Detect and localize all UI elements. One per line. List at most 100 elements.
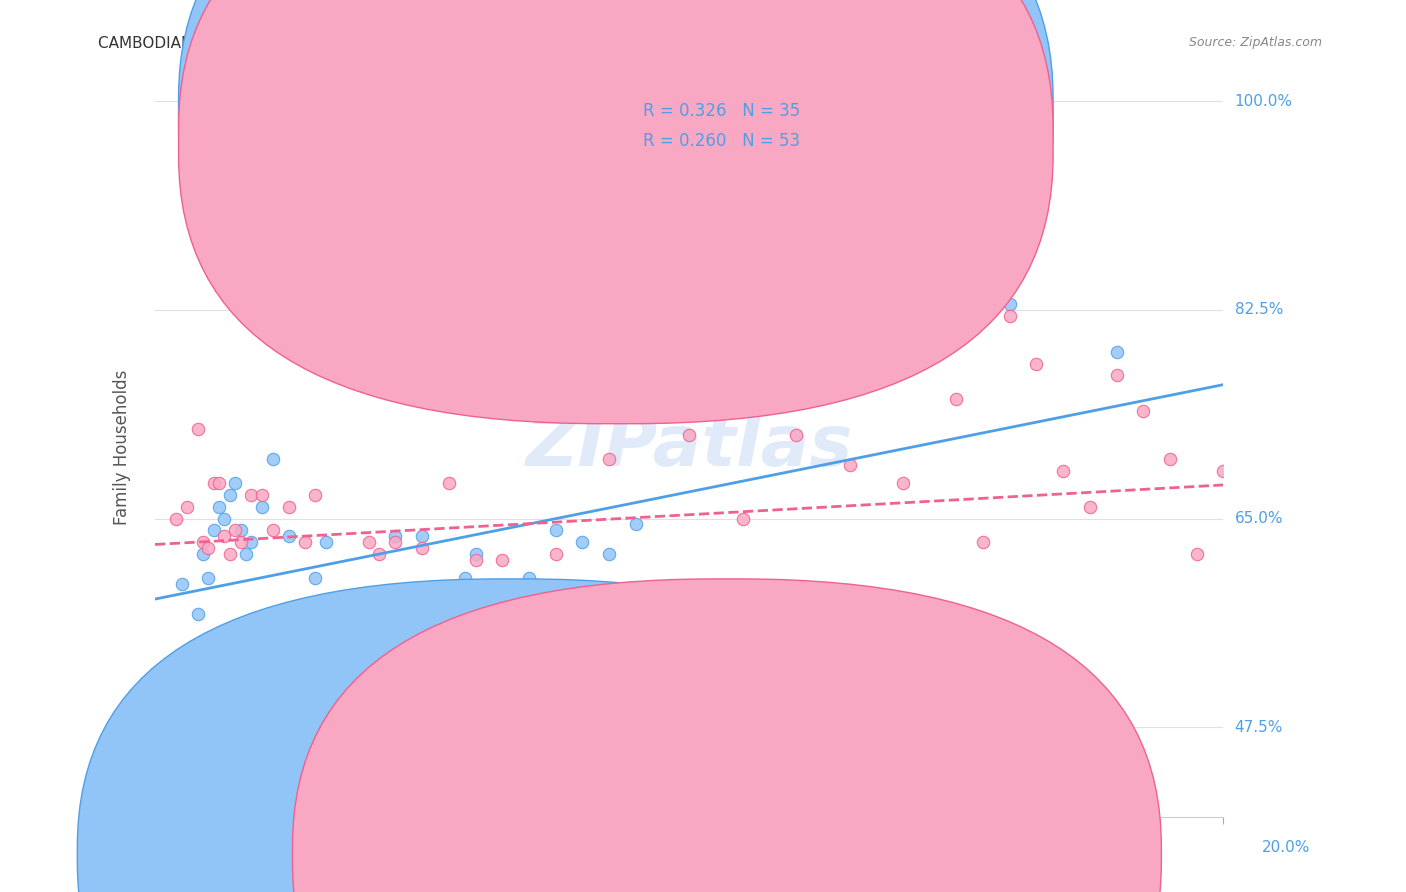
Point <box>517 571 540 585</box>
Point <box>422 720 444 734</box>
Point <box>357 535 380 549</box>
Point <box>464 547 486 561</box>
Point <box>315 619 337 633</box>
Point <box>571 535 593 549</box>
Point <box>1265 696 1288 710</box>
Point <box>1052 464 1074 478</box>
Point <box>384 529 406 543</box>
Point <box>191 547 214 561</box>
Point <box>235 547 257 561</box>
Point <box>202 475 225 490</box>
Point <box>250 488 273 502</box>
Text: 100.0%: 100.0% <box>1234 94 1292 109</box>
Point <box>240 535 263 549</box>
Point <box>454 571 477 585</box>
Point <box>181 786 204 800</box>
Point <box>411 529 433 543</box>
Text: R = 0.326   N = 35: R = 0.326 N = 35 <box>643 103 800 120</box>
Point <box>187 422 209 436</box>
Point <box>214 511 236 525</box>
Point <box>224 524 246 538</box>
Point <box>1078 500 1101 514</box>
Text: Source: ZipAtlas.com: Source: ZipAtlas.com <box>1188 36 1322 49</box>
Text: R = 0.260   N = 53: R = 0.260 N = 53 <box>643 132 800 150</box>
Point <box>571 607 593 621</box>
Point <box>224 475 246 490</box>
Point <box>598 547 620 561</box>
Point <box>401 607 423 621</box>
Point <box>651 655 673 669</box>
Point <box>191 535 214 549</box>
Point <box>347 619 370 633</box>
Text: 47.5%: 47.5% <box>1234 720 1282 735</box>
Point <box>240 488 263 502</box>
Point <box>998 297 1021 311</box>
Point <box>330 595 353 609</box>
Point <box>330 631 353 645</box>
Text: Immigrants from Cabo Verde: Immigrants from Cabo Verde <box>704 845 927 859</box>
Point <box>277 500 299 514</box>
Point <box>1292 392 1315 407</box>
Point <box>411 541 433 556</box>
Point <box>315 535 337 549</box>
Point <box>1105 344 1128 359</box>
Point <box>998 309 1021 323</box>
Text: 82.5%: 82.5% <box>1234 302 1282 318</box>
Text: 20.0%: 20.0% <box>1263 840 1310 855</box>
Point <box>624 517 647 532</box>
Point <box>945 392 967 407</box>
Point <box>187 607 209 621</box>
Point <box>464 553 486 567</box>
Text: CAMBODIAN VS IMMIGRANTS FROM CABO VERDE FAMILY HOUSEHOLDS CORRELATION CHART: CAMBODIAN VS IMMIGRANTS FROM CABO VERDE … <box>98 36 814 51</box>
Point <box>176 500 198 514</box>
Point <box>202 524 225 538</box>
Point <box>678 428 700 442</box>
Point <box>544 524 567 538</box>
Point <box>384 535 406 549</box>
Text: ZIPatlas: ZIPatlas <box>526 412 853 482</box>
Point <box>294 631 316 645</box>
Point <box>170 577 193 591</box>
Point <box>250 500 273 514</box>
Point <box>624 607 647 621</box>
Point <box>1185 547 1208 561</box>
Point <box>972 535 994 549</box>
Point <box>262 451 284 466</box>
Point <box>208 475 231 490</box>
Point <box>544 547 567 561</box>
Point <box>598 451 620 466</box>
Point <box>262 524 284 538</box>
Point <box>491 619 513 633</box>
Point <box>517 619 540 633</box>
Point <box>1105 368 1128 383</box>
Point <box>1132 404 1154 418</box>
Point <box>437 475 460 490</box>
Point <box>197 571 219 585</box>
Point <box>368 547 391 561</box>
Point <box>294 535 316 549</box>
Point <box>838 458 860 472</box>
Point <box>208 500 231 514</box>
Point <box>304 488 326 502</box>
Point <box>357 642 380 657</box>
Point <box>214 529 236 543</box>
Point <box>229 524 252 538</box>
Point <box>1025 357 1047 371</box>
Point <box>347 619 370 633</box>
Point <box>165 511 187 525</box>
Text: 65.0%: 65.0% <box>1234 511 1284 526</box>
Point <box>1212 464 1234 478</box>
Point <box>218 488 240 502</box>
Point <box>304 571 326 585</box>
Text: 0.0%: 0.0% <box>100 840 139 855</box>
Point <box>218 547 240 561</box>
Point <box>197 541 219 556</box>
Point <box>1159 451 1181 466</box>
Point <box>785 428 807 442</box>
Text: Cambodians: Cambodians <box>529 845 624 859</box>
Point <box>229 535 252 549</box>
Point <box>1239 666 1261 681</box>
Point <box>891 475 914 490</box>
Y-axis label: Family Households: Family Households <box>114 369 131 524</box>
Point <box>277 529 299 543</box>
